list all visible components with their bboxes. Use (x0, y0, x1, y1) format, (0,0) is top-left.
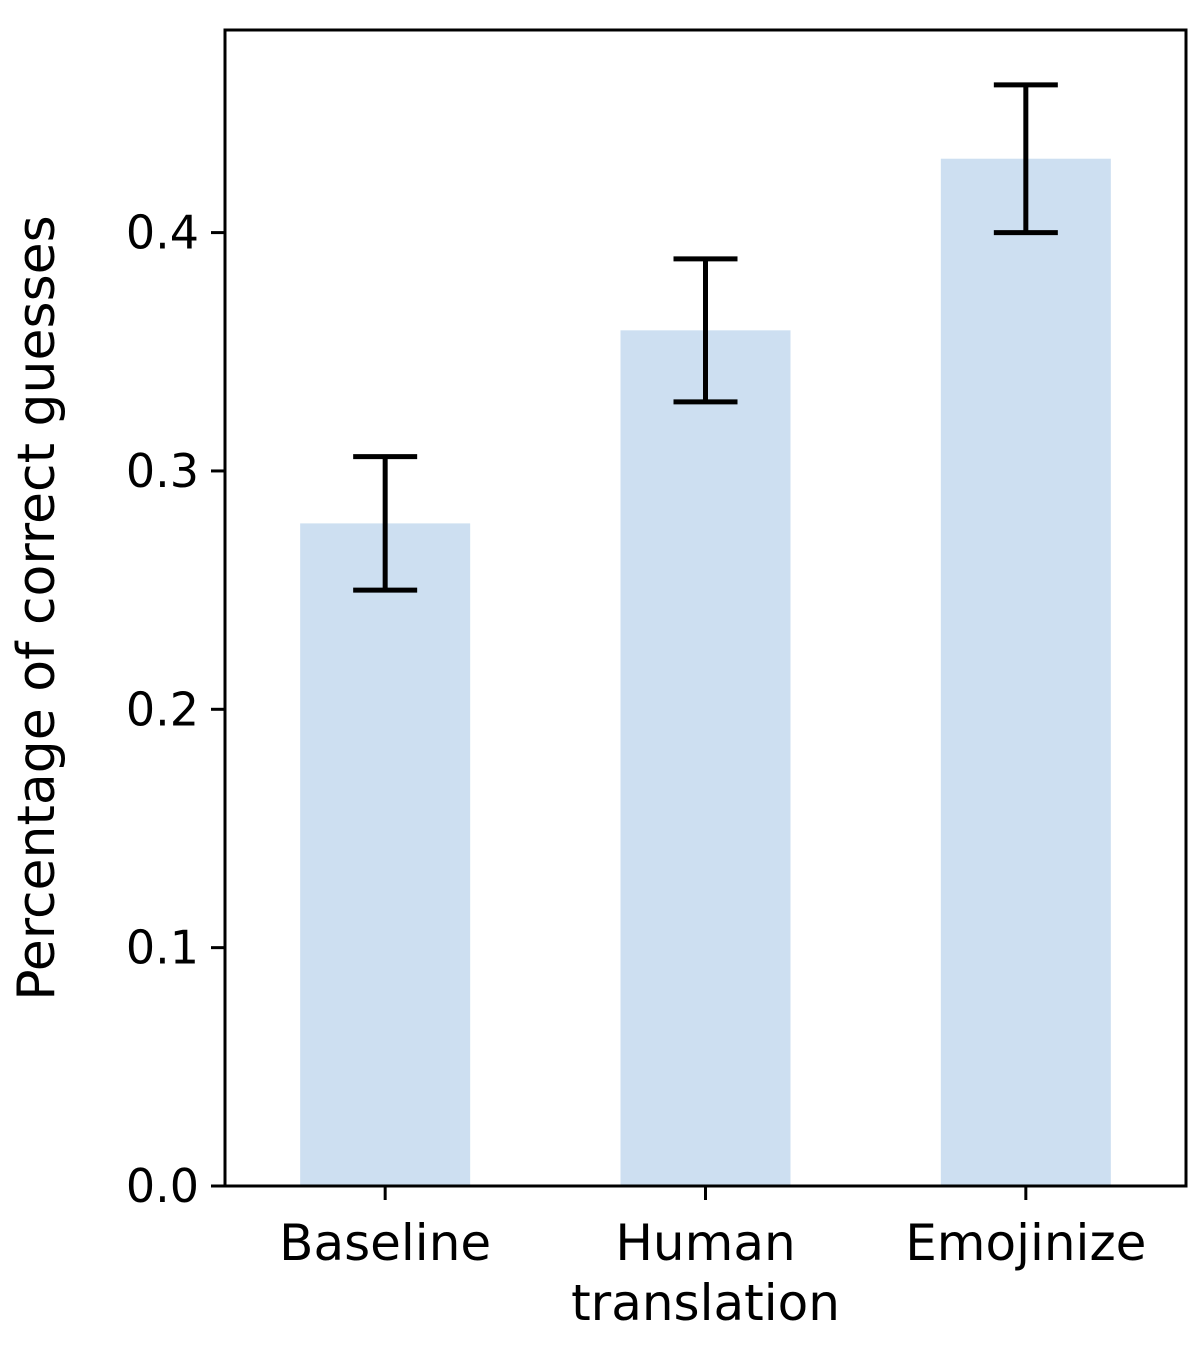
yticks-group: 0.0 0.1 0.2 0.3 0.4 (126, 206, 225, 1213)
bar (940, 158, 1111, 1187)
bar (300, 523, 471, 1186)
x-tick-label-line: Baseline (279, 1214, 491, 1272)
x-tick-label-line: translation (571, 1274, 840, 1332)
y-axis-label: Percentage of correct guesses (7, 215, 67, 1001)
x-tick-label-line: Emojinize (905, 1214, 1146, 1272)
y-tick-label: 0.2 (126, 682, 199, 736)
x-tick-label: Emojinize (905, 1214, 1146, 1272)
xticks-group: Baseline Human translation Emojinize (279, 1186, 1146, 1332)
bar (620, 330, 791, 1186)
errorbars-group (353, 82, 1058, 593)
x-tick-label-line: Human (615, 1214, 795, 1272)
y-tick-label: 0.0 (126, 1159, 199, 1213)
x-tick-label: Baseline (279, 1214, 491, 1272)
x-tick-label: Human translation (571, 1214, 840, 1332)
bars-group (300, 158, 1111, 1187)
y-tick-label: 0.1 (126, 921, 199, 975)
y-tick-label: 0.4 (126, 206, 199, 260)
y-tick-label: 0.3 (126, 444, 199, 498)
